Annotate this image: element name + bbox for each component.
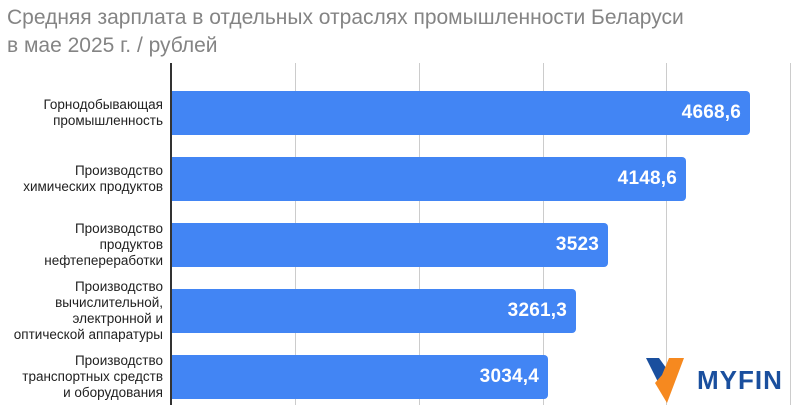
chart-bar[interactable]: 4668,6 — [172, 91, 750, 135]
chart-bar[interactable]: 3523 — [172, 223, 608, 267]
category-label: Производство химических продуктов — [23, 163, 163, 194]
category-label: Производство продуктов нефтепереработки — [44, 221, 163, 268]
gridline — [666, 63, 668, 405]
myfin-logo: MYFIN — [646, 357, 783, 404]
chart-bar[interactable]: 3034,4 — [172, 355, 548, 399]
gridline — [790, 63, 792, 405]
value-label: 4668,6 — [681, 102, 741, 123]
chart-bar[interactable]: 3261,3 — [172, 289, 576, 333]
category-label: Горнодобывающая промышленность — [43, 97, 164, 128]
y-axis-baseline — [170, 63, 172, 405]
myfin-check-icon — [646, 358, 684, 403]
value-label: 3523 — [555, 234, 599, 255]
category-label: Производство транспортных средств и обор… — [22, 353, 163, 400]
value-label: 4148,6 — [617, 168, 677, 189]
value-label: 3034,4 — [479, 366, 539, 387]
chart-bar[interactable]: 4148,6 — [172, 157, 686, 201]
value-label: 3261,3 — [507, 300, 567, 321]
chart-title: Средняя зарплата в отдельных отраслях пр… — [7, 6, 684, 57]
category-label: Производство вычислительной, электронной… — [13, 279, 163, 342]
myfin-wordmark: MYFIN — [697, 365, 783, 395]
